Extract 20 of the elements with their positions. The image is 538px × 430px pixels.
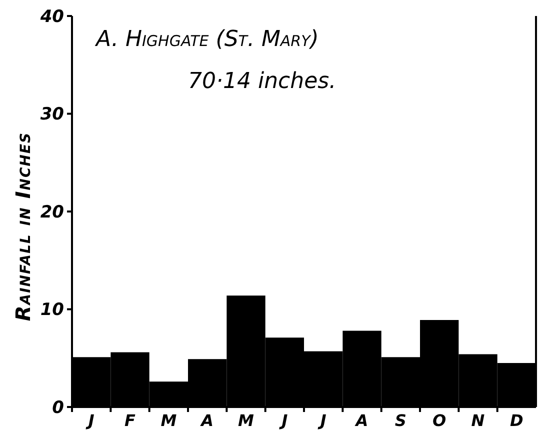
x-tick-label: M — [160, 411, 177, 430]
y-axis-title: Rainfall in Inches — [11, 132, 35, 322]
x-tick-label: J — [85, 411, 94, 430]
y-tick-label: 30 — [40, 104, 64, 125]
x-tick-label: F — [124, 411, 136, 430]
x-tick-label: A — [354, 411, 368, 430]
x-tick-label: S — [394, 411, 406, 430]
x-tick-label: D — [510, 411, 524, 430]
x-tick-label: M — [238, 411, 254, 430]
x-tick-label: O — [432, 411, 447, 430]
x-tick-label: A — [199, 411, 214, 430]
text: 70·14 inches. — [188, 69, 336, 94]
text: A. Highgate (St. Mary) — [94, 27, 319, 52]
y-tick-label: 20 — [40, 202, 64, 222]
x-tick-label: J — [278, 411, 288, 430]
y-tick-label: 0 — [52, 398, 64, 418]
x-tick-label: N — [471, 411, 486, 430]
x-tick-label: J — [317, 411, 326, 430]
y-tick-label: 10 — [40, 300, 64, 320]
y-tick-label: 40 — [39, 6, 64, 27]
